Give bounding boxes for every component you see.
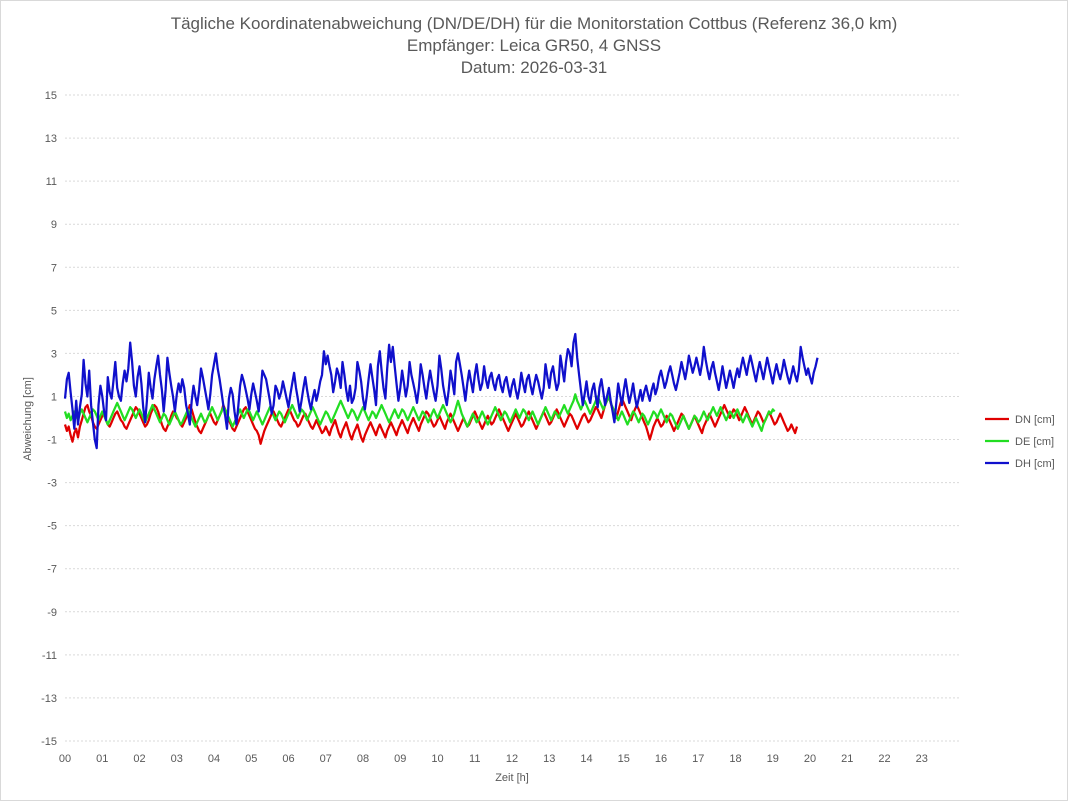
x-tick-label: 10 <box>431 753 443 765</box>
x-tick-label: 03 <box>171 753 183 765</box>
x-tick-label: 00 <box>59 753 71 765</box>
y-tick-label: 3 <box>51 348 57 360</box>
title-line-1: Tägliche Koordinatenabweichung (DN/DE/DH… <box>171 14 898 33</box>
x-tick-label: 08 <box>357 753 369 765</box>
grid <box>65 94 959 742</box>
series-line-de <box>63 393 776 433</box>
y-axis-ticks: 15 13 11 9 7 5 3 1 -1 -3 -5 -7 -9 -11 -13 -15 <box>41 90 57 748</box>
y-tick-label: -15 <box>41 736 57 748</box>
series-line-dh <box>63 332 819 450</box>
y-tick-label: 9 <box>51 219 57 231</box>
legend: DN [cm] DE [cm] DH [cm] <box>985 414 1055 470</box>
legend-label: DN [cm] <box>1015 414 1055 426</box>
x-tick-label: 07 <box>320 753 332 765</box>
y-tick-label: 5 <box>51 305 57 317</box>
y-tick-label: 11 <box>46 176 57 188</box>
y-tick-label: 15 <box>45 90 57 102</box>
x-tick-label: 18 <box>729 753 741 765</box>
y-tick-label: -1 <box>47 435 57 447</box>
title-line-2: Empfänger: Leica GR50, 4 GNSS <box>407 36 661 55</box>
y-tick-label: 13 <box>45 133 57 145</box>
x-tick-label: 16 <box>655 753 667 765</box>
x-tick-label: 13 <box>543 753 555 765</box>
x-tick-label: 19 <box>767 753 779 765</box>
x-tick-label: 06 <box>282 753 294 765</box>
x-tick-label: 22 <box>878 753 890 765</box>
series-lines <box>63 332 819 450</box>
x-tick-label: 23 <box>916 753 928 765</box>
x-tick-label: 20 <box>804 753 816 765</box>
y-tick-label: -3 <box>47 478 57 490</box>
title-line-3: Datum: 2026-03-31 <box>461 58 607 77</box>
legend-label: DH [cm] <box>1015 458 1055 470</box>
y-tick-label: -9 <box>47 607 57 619</box>
x-tick-label: 21 <box>841 753 853 765</box>
x-tick-label: 17 <box>692 753 704 765</box>
y-tick-label: -13 <box>41 693 57 705</box>
y-tick-label: -7 <box>47 564 57 576</box>
x-tick-label: 15 <box>618 753 630 765</box>
x-tick-label: 02 <box>133 753 145 765</box>
x-tick-label: 14 <box>580 753 592 765</box>
chart-title: Tägliche Koordinatenabweichung (DN/DE/DH… <box>171 14 898 77</box>
y-tick-label: -11 <box>42 650 57 662</box>
x-axis-ticks: 00 01 02 03 04 05 06 07 08 09 10 11 12 13 14 15 16 17 18 19… <box>59 753 928 765</box>
x-axis-title: Zeit [h] <box>495 772 529 784</box>
y-axis-title: Abweichung [cm] <box>22 377 34 461</box>
x-tick-label: 01 <box>96 753 108 765</box>
x-tick-label: 04 <box>208 753 220 765</box>
legend-label: DE [cm] <box>1015 436 1054 448</box>
x-tick-label: 11 <box>469 753 480 765</box>
x-tick-label: 09 <box>394 753 406 765</box>
y-tick-label: -5 <box>47 521 57 533</box>
x-tick-label: 12 <box>506 753 518 765</box>
y-tick-label: 1 <box>51 391 57 403</box>
y-tick-label: 7 <box>51 262 57 274</box>
x-tick-label: 05 <box>245 753 257 765</box>
